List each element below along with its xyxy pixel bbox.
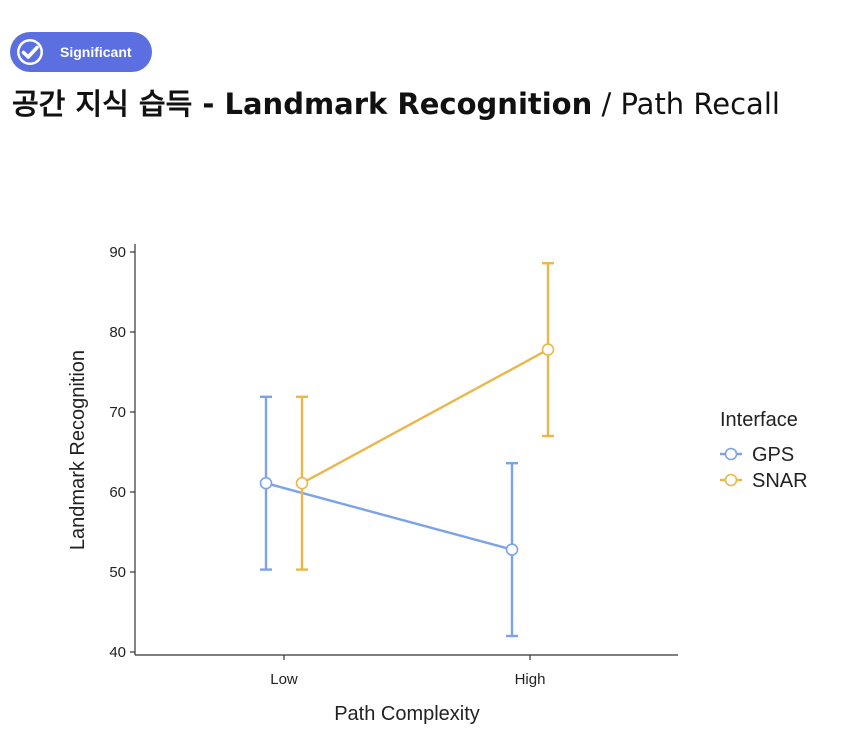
title-secondary: Path Recall	[620, 87, 780, 121]
legend-item-snar: SNAR	[720, 470, 808, 492]
y-tick-label: 80	[109, 324, 126, 341]
x-tick-label: Low	[270, 671, 298, 688]
legend-item-gps: GPS	[720, 444, 794, 466]
check-circle-icon	[17, 39, 43, 65]
y-tick-label: 90	[109, 244, 126, 261]
data-point	[295, 476, 309, 490]
legend: Interface GPS SNAR	[720, 409, 808, 492]
significance-badge: Significant	[10, 32, 152, 72]
series-line	[301, 348, 549, 485]
title-main: 공간 지식 습득 - Landmark Recognition	[12, 87, 593, 121]
x-ticks: Low High	[270, 655, 545, 688]
chart-axes	[134, 244, 678, 656]
series-gps	[259, 395, 519, 638]
series-line	[265, 482, 513, 551]
legend-title: Interface	[720, 409, 798, 431]
page-title: 공간 지식 습득 - Landmark Recognition / Path R…	[12, 84, 780, 124]
y-tick-label: 40	[109, 644, 126, 661]
legend-swatch-point	[724, 447, 738, 461]
series-layer	[259, 262, 555, 638]
y-tick-label: 70	[109, 404, 126, 421]
data-point	[541, 343, 555, 356]
y-axis-title: Landmark Recognition	[67, 350, 89, 550]
x-axis-title: Path Complexity	[334, 703, 480, 725]
y-ticks: 40 50 60 70 80 90	[109, 244, 135, 661]
data-point	[505, 543, 519, 556]
y-tick-label: 50	[109, 564, 126, 581]
data-point	[259, 476, 273, 490]
legend-swatch-point	[724, 473, 738, 487]
legend-label: SNAR	[752, 470, 808, 492]
legend-label: GPS	[752, 444, 794, 466]
title-separator: /	[592, 87, 621, 121]
x-tick-label: High	[515, 671, 546, 688]
badge-label: Significant	[60, 44, 132, 60]
series-snar	[295, 262, 555, 571]
y-tick-label: 60	[109, 484, 126, 501]
